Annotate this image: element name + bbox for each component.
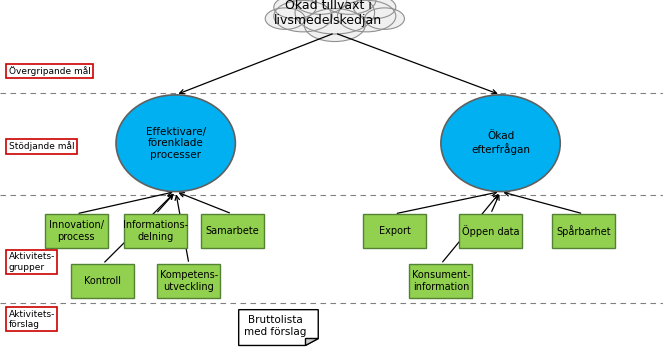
Text: Kompetens-
utveckling: Kompetens- utveckling: [160, 270, 218, 292]
Ellipse shape: [116, 95, 235, 192]
Circle shape: [274, 0, 332, 32]
Text: Informations-
delning: Informations- delning: [123, 220, 188, 242]
Text: Effektivare/
förenklade
processer: Effektivare/ förenklade processer: [146, 127, 206, 160]
Text: Ökad
efterfrågan: Ökad efterfrågan: [471, 131, 530, 155]
Text: Spårbarhet: Spårbarhet: [556, 225, 611, 237]
Circle shape: [295, 0, 375, 34]
Ellipse shape: [441, 95, 560, 192]
Circle shape: [294, 0, 347, 14]
FancyBboxPatch shape: [125, 214, 187, 248]
FancyBboxPatch shape: [459, 214, 522, 248]
Text: Stödjande mål: Stödjande mål: [9, 141, 74, 151]
Text: Kontroll: Kontroll: [84, 276, 121, 286]
Circle shape: [323, 0, 376, 14]
Text: Övergripande mål: Övergripande mål: [9, 66, 90, 76]
FancyBboxPatch shape: [158, 264, 220, 298]
Text: Ökad tillväxt i
livsmedelskedjan: Ökad tillväxt i livsmedelskedjan: [274, 0, 383, 26]
Text: Konsument-
information: Konsument- information: [412, 270, 470, 292]
FancyBboxPatch shape: [363, 214, 426, 248]
Text: Bruttolista
med förslag: Bruttolista med förslag: [244, 315, 306, 337]
Text: Aktivitets-
förslag: Aktivitets- förslag: [9, 310, 55, 329]
Circle shape: [353, 0, 396, 19]
Circle shape: [274, 0, 316, 19]
FancyBboxPatch shape: [410, 264, 472, 298]
Polygon shape: [239, 310, 318, 345]
FancyBboxPatch shape: [45, 214, 107, 248]
FancyBboxPatch shape: [552, 214, 615, 248]
Polygon shape: [305, 338, 318, 345]
Text: Aktivitets-
grupper: Aktivitets- grupper: [9, 252, 55, 272]
Circle shape: [304, 9, 365, 42]
FancyBboxPatch shape: [72, 264, 135, 298]
Text: Samarbete: Samarbete: [205, 226, 259, 236]
Circle shape: [265, 8, 305, 29]
Text: Export: Export: [379, 226, 410, 236]
Circle shape: [365, 8, 404, 29]
FancyBboxPatch shape: [201, 214, 263, 248]
Text: Öppen data: Öppen data: [462, 225, 519, 237]
Circle shape: [337, 0, 396, 32]
Text: Innovation/
process: Innovation/ process: [49, 220, 103, 242]
